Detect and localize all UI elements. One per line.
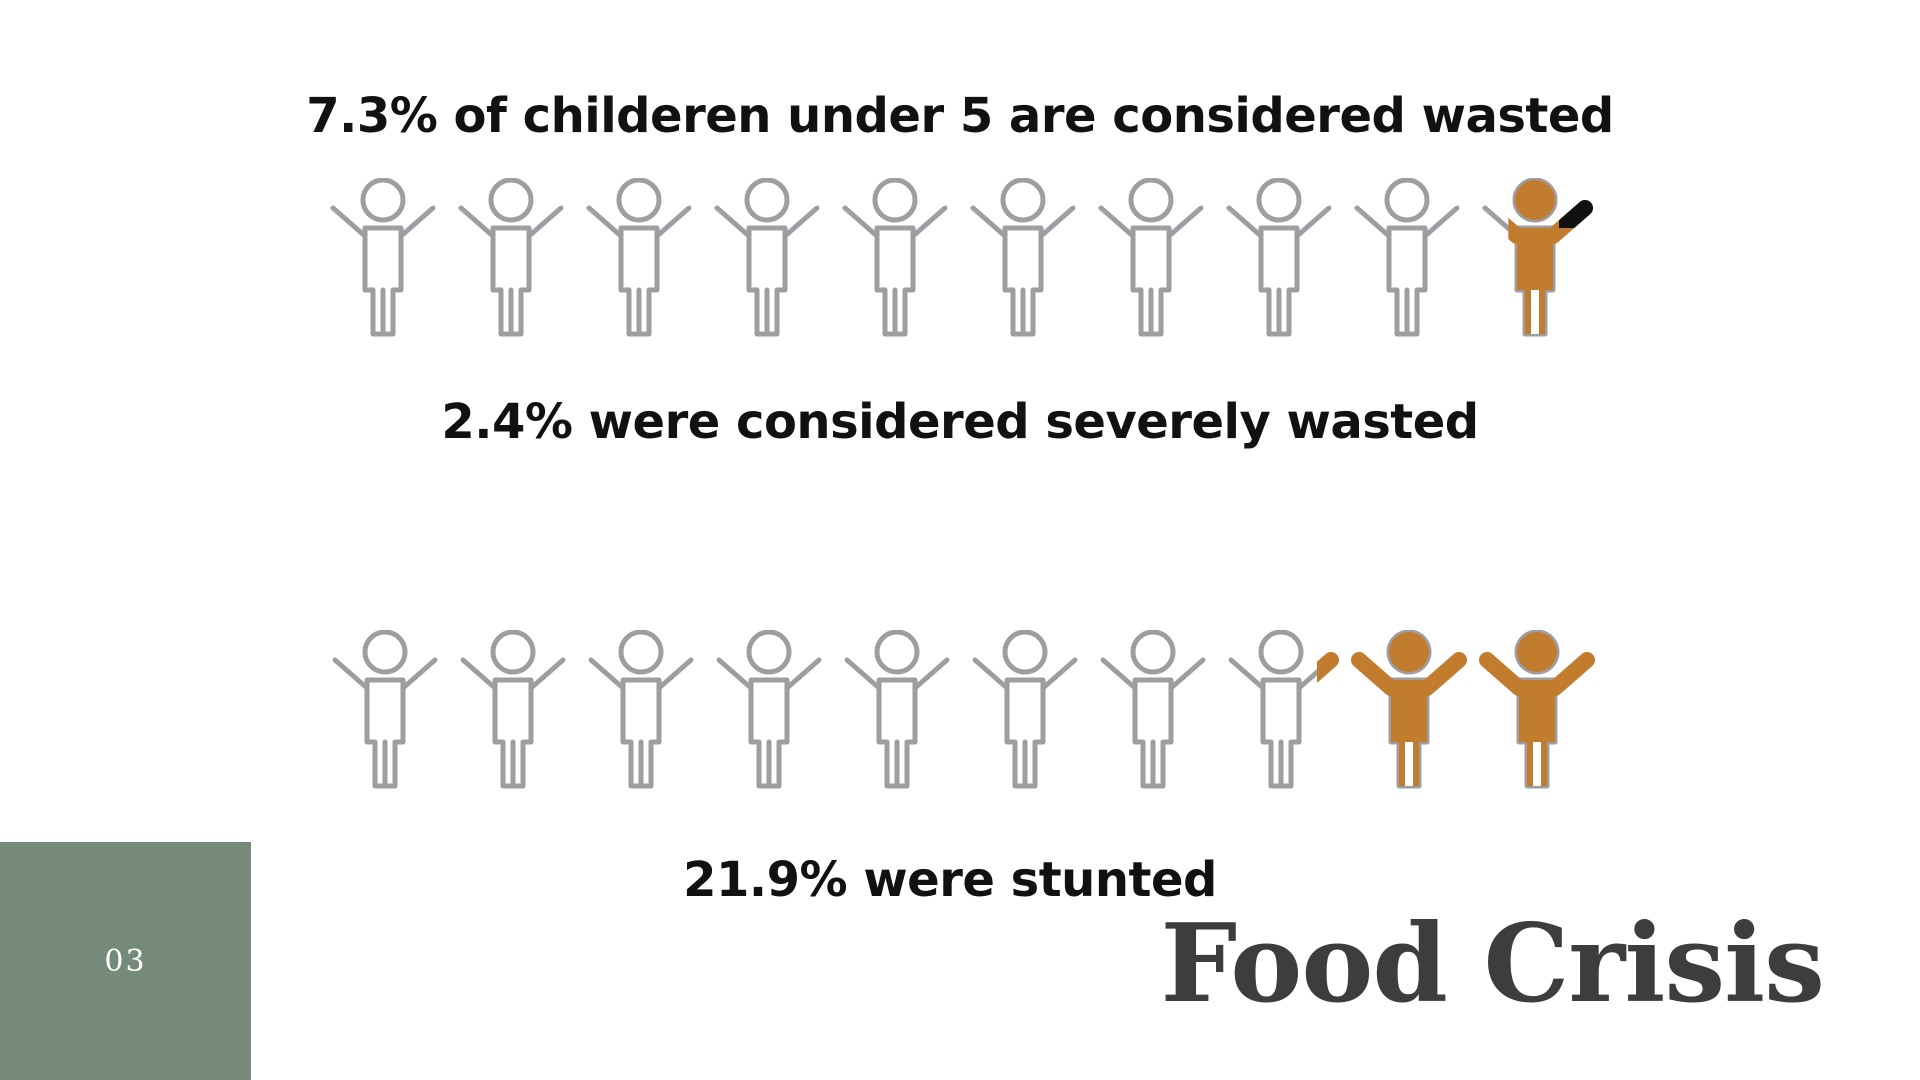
page-number-box: 03 <box>0 842 251 1080</box>
stunted-figure-2 <box>460 630 566 789</box>
stunted-figure-8 <box>1228 630 1339 789</box>
wasted-figure-6 <box>970 178 1076 337</box>
stunted-figure-7 <box>1100 630 1206 789</box>
stunted-stat-heading: 21.9% were stunted <box>683 852 1217 908</box>
stunted-figure-4 <box>716 630 822 789</box>
stunted-figure-3 <box>588 630 694 789</box>
wasted-figure-3 <box>586 178 692 337</box>
page-number: 03 <box>104 943 147 979</box>
wasted-figure-1 <box>330 178 436 337</box>
severely-wasted-stat-heading: 2.4% were considered severely wasted <box>441 394 1479 450</box>
wasted-figure-5 <box>842 178 948 337</box>
wasted-figure-10 <box>1482 178 1593 337</box>
stunted-pictogram-row <box>332 630 1595 789</box>
stunted-figure-10 <box>1479 630 1595 789</box>
wasted-stat-heading: 7.3% of childeren under 5 are considered… <box>306 88 1614 144</box>
wasted-figure-4 <box>714 178 820 337</box>
stunted-figure-5 <box>844 630 950 789</box>
wasted-figure-7 <box>1098 178 1204 337</box>
wasted-severe-portion <box>1559 200 1593 228</box>
stunted-figure-9 <box>1351 630 1467 789</box>
wasted-figure-9 <box>1354 178 1460 337</box>
wasted-figure-8 <box>1226 178 1332 337</box>
wasted-figure-2 <box>458 178 564 337</box>
slide-title: Food Crisis <box>1160 901 1825 1027</box>
stunted-figure-1 <box>332 630 438 789</box>
stunted-figure-6 <box>972 630 1078 789</box>
wasted-pictogram-row <box>330 178 1593 337</box>
